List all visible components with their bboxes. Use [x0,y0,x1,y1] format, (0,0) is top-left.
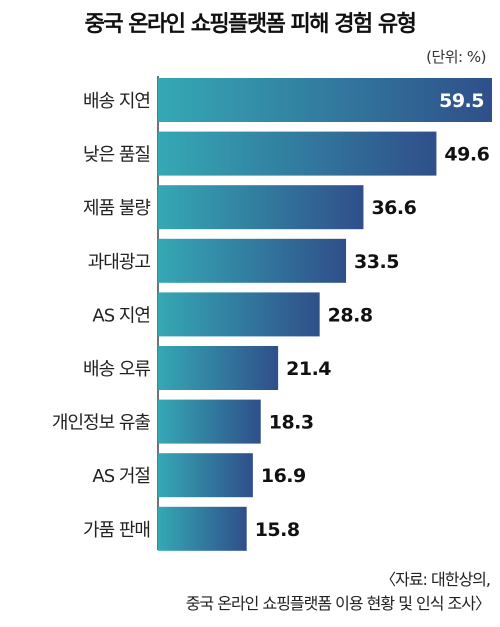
category-label-5: 배송 오류 [83,359,150,380]
bar-3 [158,238,347,283]
bar-0 [158,78,492,122]
value-label-8: 15.8 [255,519,300,541]
value-label-1: 49.6 [444,144,489,166]
category-label-7: AS 거절 [92,466,150,487]
category-label-2: 제품 불량 [83,198,150,219]
bar-4 [158,292,320,337]
chart-title: 중국 온라인 쇼핑플랫폼 피해 경험 유형 [84,12,417,37]
value-label-4: 28.8 [328,304,373,326]
value-label-5: 21.4 [286,358,331,380]
value-label-7: 16.9 [261,465,306,487]
value-label-6: 18.3 [269,412,314,434]
source-line-2: 중국 온라인 쇼핑플랫폼 이용 현황 및 인식 조사〉 [185,594,491,613]
bar-1 [158,131,437,176]
bar-8 [158,506,247,551]
bar-2 [158,185,364,230]
category-label-0: 배송 지연 [83,91,150,112]
category-label-1: 낮은 품질 [83,145,150,166]
bar-7 [158,453,253,498]
value-label-2: 36.6 [371,197,416,219]
bar-5 [158,346,279,390]
bar-6 [158,399,261,444]
category-label-4: AS 지연 [92,305,150,326]
source-line-1: 〈자료: 대한상의, [380,570,491,589]
value-label-0: 59.5 [439,90,484,112]
value-label-3: 33.5 [354,251,399,273]
category-label-8: 가품 판매 [83,520,150,541]
category-label-3: 과대광고 [88,252,151,273]
source-note: 〈자료: 대한상의, 중국 온라인 쇼핑플랫폼 이용 현황 및 인식 조사〉 [10,568,491,616]
category-label-6: 개인정보 유출 [52,413,151,434]
unit-label: (단위: %) [426,48,486,66]
